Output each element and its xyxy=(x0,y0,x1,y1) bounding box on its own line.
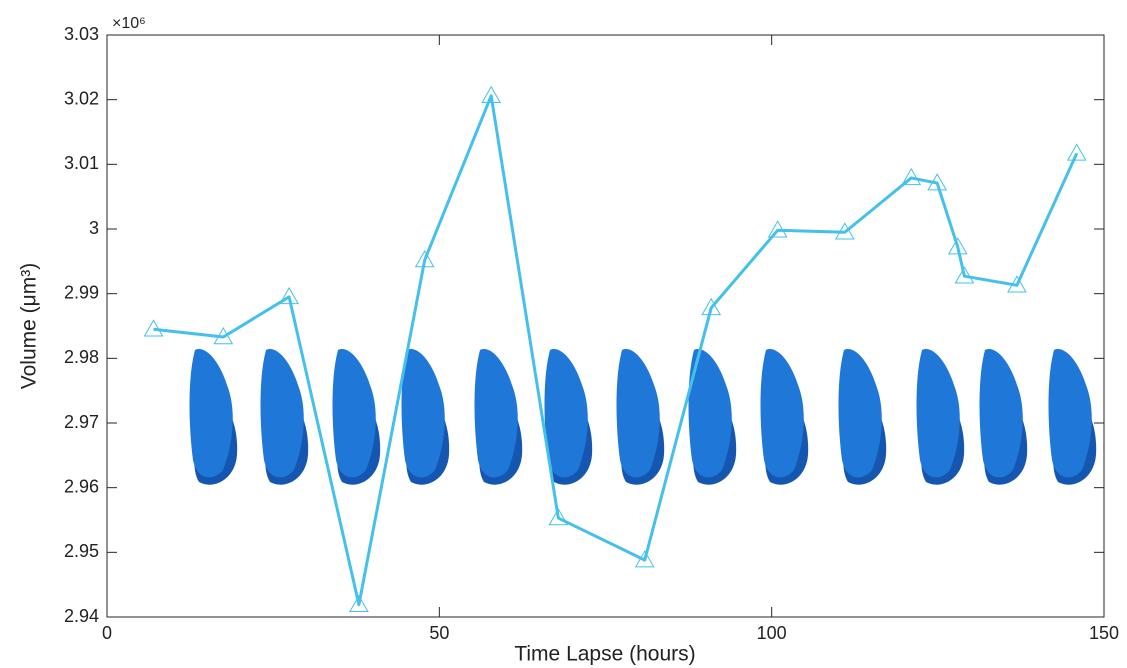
axes-box xyxy=(106,34,1105,618)
y-tick-label: 3.01 xyxy=(64,153,99,173)
cell-image xyxy=(916,349,965,485)
marker xyxy=(548,508,569,526)
marker xyxy=(414,250,435,268)
y-tick-label: 2.95 xyxy=(64,541,99,561)
marker xyxy=(143,319,164,337)
cell-image xyxy=(616,349,665,485)
marker xyxy=(349,594,369,612)
cell-image xyxy=(260,349,309,485)
cell-image xyxy=(332,349,381,485)
y-tick-label: 3.02 xyxy=(64,88,99,108)
y-tick-label: 3 xyxy=(89,218,99,238)
cell-image xyxy=(401,349,450,485)
marker xyxy=(279,286,299,305)
marker xyxy=(947,237,968,255)
marker xyxy=(701,297,722,316)
y-axis-label: Volume (μm³) xyxy=(18,263,41,389)
cell-image xyxy=(760,349,809,485)
x-tick-label: 100 xyxy=(757,623,787,643)
marker xyxy=(1066,143,1087,161)
cell-images xyxy=(189,349,1097,485)
cell-image xyxy=(544,349,593,485)
marker xyxy=(1007,275,1027,293)
cell-image xyxy=(688,349,737,485)
marker xyxy=(834,222,855,240)
y-tick-label: 2.96 xyxy=(64,476,99,496)
y-tick-label: 2.94 xyxy=(64,606,99,626)
line xyxy=(153,94,1079,607)
marker xyxy=(927,173,948,191)
y-tick-label: 2.97 xyxy=(64,412,99,432)
cell-image xyxy=(474,349,523,485)
x-tick-label: 50 xyxy=(429,623,449,643)
marker xyxy=(481,85,502,104)
marker xyxy=(213,326,234,345)
y-tick-label: 2.99 xyxy=(64,282,99,302)
cell-image xyxy=(189,349,238,485)
y-tick-label: 2.98 xyxy=(64,347,99,367)
cell-image xyxy=(1048,349,1097,485)
x-tick-label: 150 xyxy=(1089,623,1119,643)
marker xyxy=(767,220,788,238)
x-tick-label: 0 xyxy=(102,623,112,643)
marker xyxy=(901,167,922,186)
marker xyxy=(634,550,655,568)
y-tick-label: 3.03 xyxy=(64,24,99,44)
x-axis-label: Time Lapse (hours) xyxy=(514,643,695,666)
marker xyxy=(954,266,975,284)
cell-image xyxy=(979,349,1028,485)
y-multiplier: ×10⁶ xyxy=(112,15,146,32)
cell-image xyxy=(838,349,887,485)
